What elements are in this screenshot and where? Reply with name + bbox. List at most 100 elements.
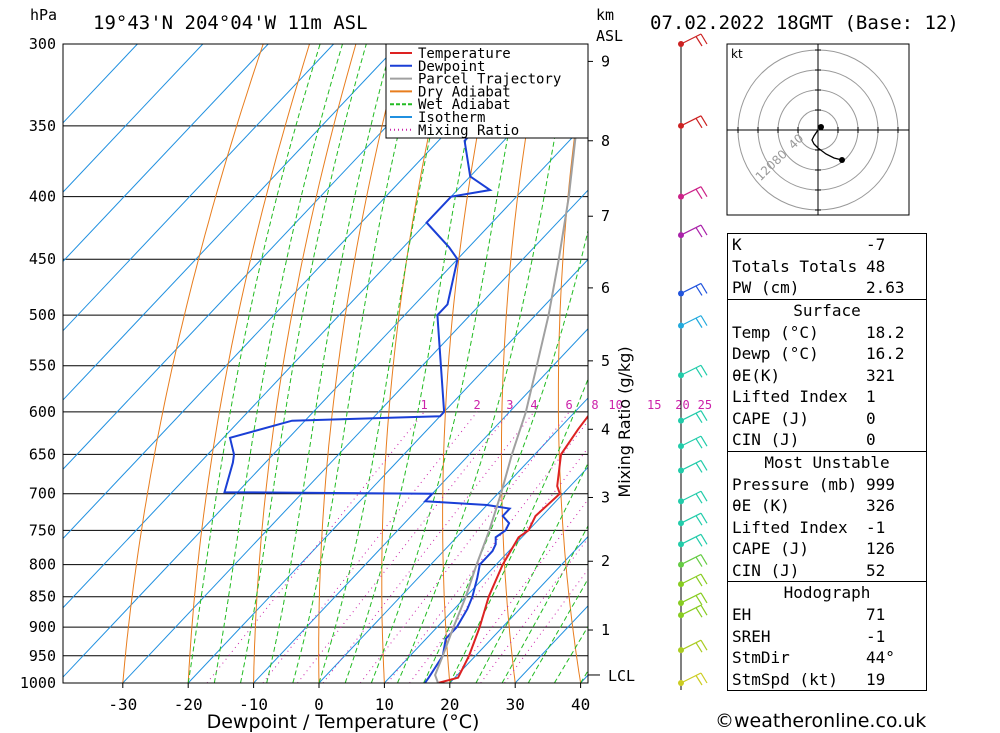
- pw-value: 2.63: [866, 278, 905, 297]
- mixing-ratio-label: 4: [530, 398, 537, 412]
- km-tick-label: 8: [601, 132, 610, 150]
- wind-barb-shaft: [680, 672, 702, 684]
- wind-barb-flag: [695, 536, 703, 547]
- wind-barb-flag: [700, 115, 708, 127]
- wind-barb-shaft: [680, 512, 702, 524]
- wet-adiabat-line: [266, 44, 393, 683]
- dry-adiabat-line: [667, 44, 712, 683]
- mu-cin-label: CIN (J): [732, 560, 800, 580]
- wind-barb-flag: [700, 672, 708, 684]
- dry-adiabat-line: [500, 44, 542, 683]
- hodograph-title: Hodograph: [783, 583, 871, 602]
- wind-barb-flag: [700, 33, 708, 45]
- mixing-ratio-line: [450, 498, 588, 683]
- totals-label: Totals Totals: [732, 256, 858, 276]
- wet-adiabat-line: [501, 525, 588, 683]
- wind-barb-shaft: [680, 282, 702, 294]
- mixing-ratio-line: [206, 411, 425, 683]
- wind-barb-flag: [695, 36, 703, 47]
- mixing-ratio-line: [387, 420, 588, 683]
- wind-barb-flag: [700, 224, 708, 236]
- pressure-tick-label: 950: [29, 647, 56, 665]
- wind-barb-flag: [695, 438, 703, 449]
- stmdir-value: 44°: [866, 648, 895, 667]
- isotherm-line: [253, 328, 588, 683]
- mixing-ratio-label: 20: [675, 398, 689, 412]
- legend-entry: Parcel Trajectory: [418, 72, 561, 88]
- pressure-tick-label: 500: [29, 306, 56, 324]
- wind-barb-flag: [700, 639, 708, 651]
- wind-barb-shaft: [680, 573, 702, 585]
- temp-tick-label: -20: [174, 695, 203, 714]
- eh-row: EH 71: [728, 604, 926, 626]
- sreh-value: -1: [866, 626, 886, 646]
- mu-cape-value: 126: [866, 539, 895, 558]
- dry-adiabat-line: [959, 44, 1000, 683]
- pw-label: PW (cm): [732, 278, 800, 297]
- k-index-value: -7: [866, 235, 886, 254]
- eh-label: EH: [732, 605, 752, 624]
- asl-unit-label: ASL: [596, 27, 624, 45]
- wind-barb-shaft: [680, 490, 702, 502]
- wind-barb-flag: [695, 462, 703, 473]
- wind-barb-flag: [700, 315, 708, 326]
- mixing-ratio-line: [480, 537, 588, 683]
- surface-thetae-row: θE(K) 321: [728, 365, 926, 387]
- legend-entry: Wet Adiabat: [418, 97, 511, 113]
- wind-barb-shaft: [680, 315, 702, 327]
- mixing-ratio-label: 15: [647, 398, 661, 412]
- hpa-unit-label: hPa: [30, 6, 58, 24]
- wind-barb-flag: [695, 285, 703, 296]
- dry-adiabat-line: [557, 44, 588, 683]
- pressure-tick-label: 400: [29, 188, 56, 206]
- mu-li-label: Lifted Index: [732, 517, 848, 537]
- indices-panel: K -7 Totals Totals 48 PW (cm) 2.63 Surface …: [727, 233, 927, 691]
- wind-barb-shaft: [680, 115, 702, 127]
- pressure-tick-label: 850: [29, 588, 56, 606]
- legend-entry: Isotherm: [418, 110, 485, 126]
- stmspd-label: StmSpd (kt): [732, 669, 838, 689]
- wind-barb-shaft: [680, 410, 702, 422]
- isotherm-line: [187, 258, 588, 683]
- mixing-ratio-label: 2: [474, 398, 481, 412]
- wind-barb-flag: [695, 367, 703, 378]
- wind-barb-flag: [695, 227, 703, 238]
- wind-barb-shaft: [680, 459, 702, 471]
- isotherm-line: [384, 466, 588, 683]
- isotherm-line: [63, 44, 334, 332]
- hodograph-end-dot: [839, 157, 845, 163]
- mu-thetae-row: θE (K) 326: [728, 495, 926, 517]
- wet-adiabat-line: [475, 462, 588, 683]
- dry-adiabat-line: [318, 44, 403, 683]
- wet-adiabat-line: [292, 44, 421, 683]
- wind-barb-shaft: [680, 186, 702, 198]
- mixing-ratio-line: [297, 411, 511, 683]
- totals-row: Totals Totals 48: [728, 256, 926, 278]
- surface-li-row: Lifted Index 1: [728, 386, 926, 408]
- pressure-tick-label: 300: [29, 35, 56, 53]
- series-parcel-trajectory: [434, 78, 588, 683]
- pressure-tick-label: 600: [29, 403, 56, 421]
- temp-tick-label: 30: [506, 695, 525, 714]
- most-unstable-box: Most Unstable Pressure (mb) 999 θE (K) 326…: [727, 451, 927, 582]
- isotherm-line: [63, 44, 204, 193]
- surface-cape-value: 0: [866, 408, 876, 428]
- wind-barb-flag: [700, 364, 708, 376]
- wind-barb-shaft: [680, 224, 702, 236]
- mu-li-row: Lifted Index -1: [728, 517, 926, 539]
- stmspd-value: 19: [866, 669, 886, 689]
- dry-adiabat-line: [442, 44, 496, 683]
- mixing-ratio-label: 25: [698, 398, 712, 412]
- wet-adiabat-line: [213, 44, 343, 683]
- dry-adiabat-line: [253, 44, 357, 683]
- km-tick-label: 6: [601, 279, 610, 297]
- km-unit-label: km: [596, 6, 615, 24]
- surface-cin-value: 0: [866, 430, 876, 449]
- wind-barb-flag: [695, 412, 703, 423]
- wind-barb-shaft: [680, 364, 702, 376]
- surface-temp-label: Temp (°C): [732, 322, 819, 342]
- wind-barb-shaft: [680, 604, 702, 616]
- mixing-ratio-line: [262, 411, 478, 683]
- isotherm-line: [63, 44, 138, 124]
